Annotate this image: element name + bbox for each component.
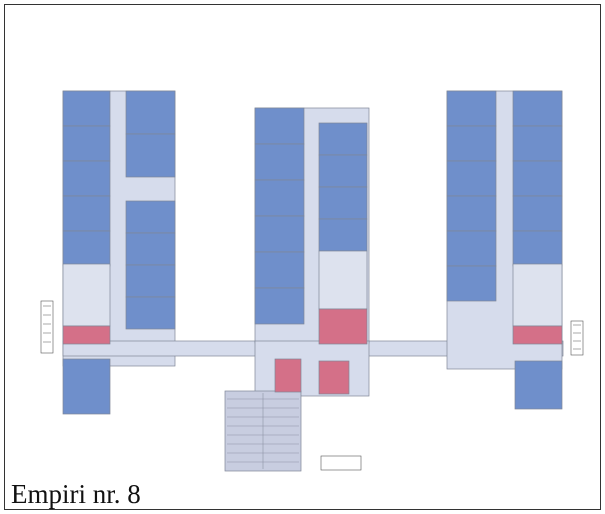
room-left-b-top1 — [125, 90, 176, 135]
room-center-red-small — [274, 358, 302, 393]
room-left-b — [125, 296, 176, 330]
floor-plan — [40, 90, 584, 472]
room-right-a — [446, 90, 497, 127]
center-lower-hall — [254, 340, 370, 397]
room-group — [62, 90, 563, 415]
room-right-b — [512, 195, 563, 232]
room-left-a — [62, 90, 111, 127]
room-right-a — [446, 160, 497, 197]
room-center-b — [318, 122, 368, 156]
room-center-a — [254, 251, 305, 289]
room-left-b — [125, 264, 176, 298]
room-right-b — [512, 125, 563, 162]
room-right-a — [446, 125, 497, 162]
room-center-a — [254, 215, 305, 253]
room-center-red-box — [318, 360, 350, 395]
room-center-a — [254, 143, 305, 181]
room-right-bottom — [514, 360, 563, 410]
room-right-light — [512, 263, 563, 327]
figure-caption: Empiri nr. 8 — [11, 479, 141, 509]
room-right-b — [512, 230, 563, 267]
room-left-a — [62, 160, 111, 197]
room-left-red — [62, 325, 111, 345]
room-center-b — [318, 186, 368, 220]
entrance-right — [570, 320, 584, 356]
room-left-light — [62, 263, 111, 327]
room-center-b — [318, 154, 368, 188]
room-right-a — [446, 195, 497, 232]
room-right-b — [512, 90, 563, 127]
room-left-a — [62, 125, 111, 162]
room-center-a — [254, 179, 305, 217]
room-right-red — [512, 325, 563, 345]
figure-frame: Empiri nr. 8 — [4, 4, 601, 510]
room-left-b-top2 — [125, 133, 176, 178]
entrance-left — [40, 300, 54, 354]
sign-bottom — [320, 455, 362, 471]
room-center-a — [254, 107, 305, 145]
detail-group — [40, 300, 584, 471]
room-left-a — [62, 195, 111, 232]
room-left-a — [62, 230, 111, 267]
room-left-b — [125, 232, 176, 266]
room-right-a — [446, 265, 497, 302]
room-center-red — [318, 308, 368, 345]
room-left-b — [125, 200, 176, 234]
room-center-a — [254, 287, 305, 325]
room-center-light — [318, 250, 368, 310]
room-right-b — [512, 160, 563, 197]
room-left-bottom — [62, 358, 111, 415]
room-center-b — [318, 218, 368, 252]
room-right-a — [446, 230, 497, 267]
